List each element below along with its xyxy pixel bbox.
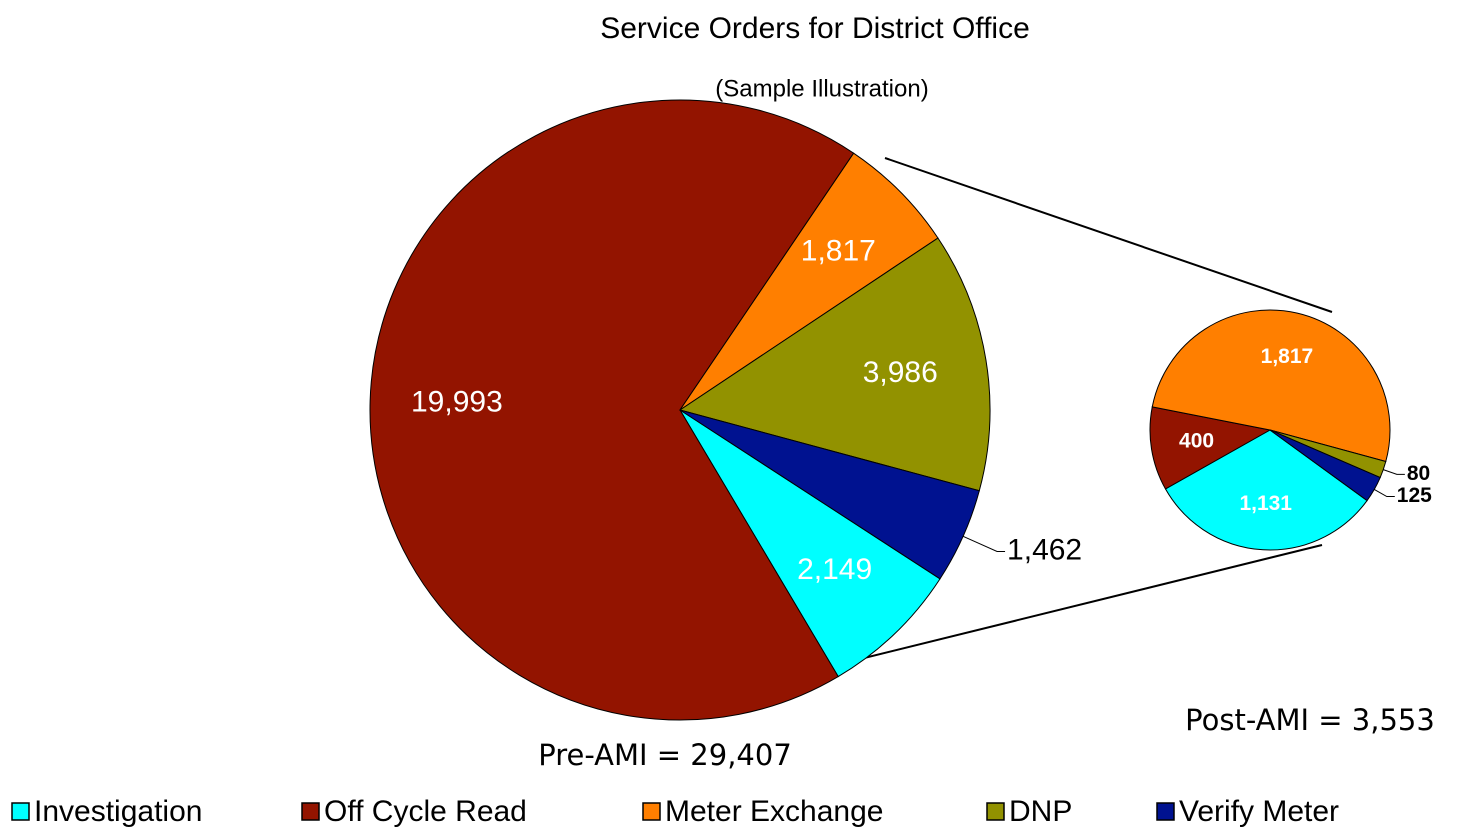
legend-label: DNP: [1009, 795, 1072, 828]
chart-subtitle: (Sample Illustration): [715, 75, 928, 102]
pie-caption: Post-AMI = 3,553: [1185, 703, 1435, 737]
pie-slice: [679, 409, 941, 678]
data-label: 19,993: [411, 385, 503, 418]
data-label: 80: [1407, 462, 1430, 485]
data-label: 125: [1397, 484, 1432, 507]
pie-caption: Pre-AMI = 29,407: [538, 738, 792, 772]
pie-slice: [679, 152, 939, 411]
data-label: 2,149: [797, 553, 872, 586]
legend-swatch: [301, 802, 320, 821]
legend-label: Meter Exchange: [665, 795, 883, 828]
data-label: 1,817: [1261, 345, 1314, 368]
pie-slice: [1151, 309, 1391, 463]
legend-label: Investigation: [34, 795, 202, 828]
data-label: 400: [1179, 429, 1214, 452]
pie-slice: [369, 99, 855, 721]
pie-slice: [1164, 429, 1368, 551]
connector-line: [884, 157, 1333, 313]
data-label: 1,462: [1007, 533, 1082, 566]
leader-line: [1383, 469, 1405, 475]
legend-swatch: [642, 802, 661, 821]
chart-title: Service Orders for District Office: [600, 12, 1030, 45]
leader-line: [1374, 488, 1395, 498]
data-label: 1,817: [801, 235, 876, 268]
leader-line: [962, 535, 1006, 553]
data-label: 1,131: [1239, 492, 1292, 515]
pie-slice: [1149, 406, 1272, 490]
pie-slice: [679, 409, 980, 580]
legend-swatch: [986, 802, 1005, 821]
data-label: 3,986: [863, 356, 938, 389]
connector-line: [847, 544, 1323, 663]
pie-slice: [1269, 429, 1381, 502]
legend-swatch: [11, 802, 30, 821]
legend-label: Verify Meter: [1179, 795, 1339, 828]
legend-label: Off Cycle Read: [324, 795, 527, 828]
legend-swatch: [1156, 802, 1175, 821]
pie-slice: [678, 237, 991, 492]
